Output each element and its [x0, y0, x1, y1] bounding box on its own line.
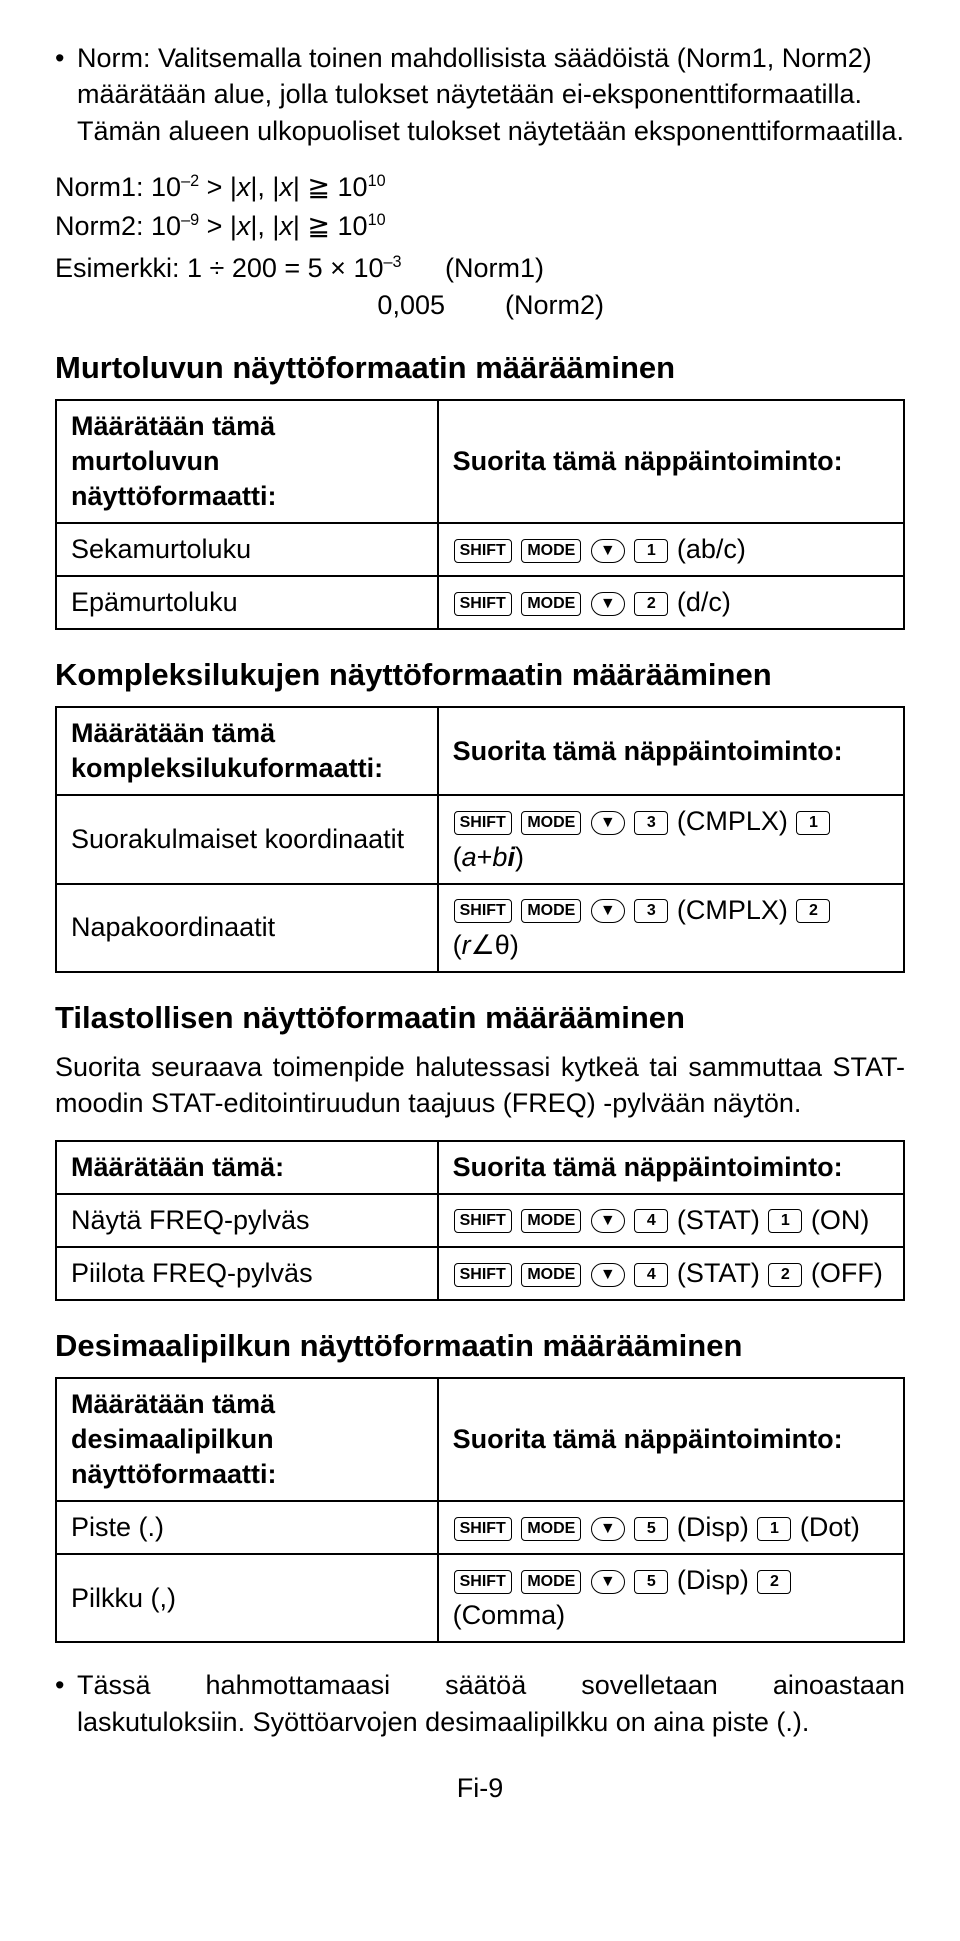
table-head-right: Suorita tämä näppäintoiminto: [438, 1378, 904, 1501]
mode-key-icon: MODE [521, 1209, 581, 1233]
page-number: Fi-9 [55, 1770, 905, 1806]
num-key-icon: 2 [796, 899, 830, 923]
table-head-left: Määrätään tämä kompleksilukuformaatti: [56, 707, 438, 795]
table-head-right: Suorita tämä näppäintoiminto: [438, 1141, 904, 1194]
shift-key-icon: SHIFT [454, 1570, 512, 1594]
down-key-icon: ▼ [591, 1263, 625, 1287]
table-head-right: Suorita tämä näppäintoiminto: [438, 400, 904, 523]
table-row: SHIFT MODE ▼ 3 (CMPLX) 1 (a+bi) [438, 795, 904, 883]
section1-title: Murtoluvun näyttöformaatin määrääminen [55, 347, 905, 389]
bullet-dot: • [55, 40, 77, 149]
num-key-icon: 2 [634, 592, 668, 616]
bullet-list: • Norm: Valitsemalla toinen mahdollisist… [55, 40, 905, 149]
num-key-icon: 1 [634, 539, 668, 563]
mode-key-icon: MODE [521, 1570, 581, 1594]
shift-key-icon: SHIFT [454, 592, 512, 616]
shift-key-icon: SHIFT [454, 539, 512, 563]
down-key-icon: ▼ [591, 1570, 625, 1594]
table-row: Pilkku (,) [56, 1554, 438, 1642]
num-key-icon: 2 [757, 1570, 791, 1594]
table-head-right: Suorita tämä näppäintoiminto: [438, 707, 904, 795]
norm1-line: Norm1: 10–2 > |x|, |x| ≧ 1010 [55, 169, 905, 205]
num-key-icon: 4 [634, 1209, 668, 1233]
mode-key-icon: MODE [521, 1263, 581, 1287]
mode-key-icon: MODE [521, 539, 581, 563]
table-complex: Määrätään tämä kompleksilukuformaatti: S… [55, 706, 905, 973]
section4-title: Desimaalipilkun näyttöformaatin määräämi… [55, 1325, 905, 1367]
num-key-icon: 3 [634, 899, 668, 923]
shift-key-icon: SHIFT [454, 1263, 512, 1287]
num-key-icon: 1 [768, 1209, 802, 1233]
table-row: SHIFT MODE ▼ 5 (Disp) 2 (Comma) [438, 1554, 904, 1642]
num-key-icon: 5 [634, 1517, 668, 1541]
bullet-dot: • [55, 1667, 77, 1740]
num-key-icon: 1 [796, 811, 830, 835]
norm2-line: Norm2: 10–9 > |x|, |x| ≧ 1010 [55, 208, 905, 244]
down-key-icon: ▼ [591, 899, 625, 923]
num-key-icon: 5 [634, 1570, 668, 1594]
table-head-left: Määrätään tämä: [56, 1141, 438, 1194]
down-key-icon: ▼ [591, 1517, 625, 1541]
mode-key-icon: MODE [521, 811, 581, 835]
table-row: SHIFT MODE ▼ 2 (d/c) [438, 576, 904, 629]
table-row: Piste (.) [56, 1501, 438, 1554]
shift-key-icon: SHIFT [454, 811, 512, 835]
table-head-left: Määrätään tämä desimaalipilkun näyttöfor… [56, 1378, 438, 1501]
num-key-icon: 3 [634, 811, 668, 835]
table-row: Napakoordinaatit [56, 884, 438, 972]
shift-key-icon: SHIFT [454, 1209, 512, 1233]
shift-key-icon: SHIFT [454, 1517, 512, 1541]
down-key-icon: ▼ [591, 539, 625, 563]
mode-key-icon: MODE [521, 592, 581, 616]
table-row: SHIFT MODE ▼ 3 (CMPLX) 2 (r∠θ) [438, 884, 904, 972]
section2-title: Kompleksilukujen näyttöformaatin määrääm… [55, 654, 905, 696]
table-row: Sekamurtoluku [56, 523, 438, 576]
table-row: Näytä FREQ-pylväs [56, 1194, 438, 1247]
table-head-left: Määrätään tämä murtoluvun näyttöformaatt… [56, 400, 438, 523]
table-row: SHIFT MODE ▼ 4 (STAT) 2 (OFF) [438, 1247, 904, 1300]
table-row: Suorakulmaiset koordinaatit [56, 795, 438, 883]
table-stat: Määrätään tämä: Suorita tämä näppäintoim… [55, 1140, 905, 1301]
table-row: SHIFT MODE ▼ 5 (Disp) 1 (Dot) [438, 1501, 904, 1554]
section3-title: Tilastollisen näyttöformaatin määräämine… [55, 997, 905, 1039]
norm-bullet-text: Norm: Valitsemalla toinen mahdollisista … [77, 40, 905, 149]
num-key-icon: 4 [634, 1263, 668, 1287]
table-row: SHIFT MODE ▼ 1 (ab/c) [438, 523, 904, 576]
num-key-icon: 1 [757, 1517, 791, 1541]
table-row: SHIFT MODE ▼ 4 (STAT) 1 (ON) [438, 1194, 904, 1247]
footnote: • Tässä hahmottamaasi säätöä sovelletaan… [55, 1667, 905, 1740]
down-key-icon: ▼ [591, 592, 625, 616]
mode-key-icon: MODE [521, 1517, 581, 1541]
down-key-icon: ▼ [591, 811, 625, 835]
example-block: Esimerkki: 1 ÷ 200 = 5 × 10–3 (Norm1) 0,… [55, 250, 905, 323]
table-row: Epämurtoluku [56, 576, 438, 629]
num-key-icon: 2 [768, 1263, 802, 1287]
table-row: Piilota FREQ-pylväs [56, 1247, 438, 1300]
table-fraction: Määrätään tämä murtoluvun näyttöformaatt… [55, 399, 905, 630]
shift-key-icon: SHIFT [454, 899, 512, 923]
section3-para: Suorita seuraava toimenpide halutessasi … [55, 1049, 905, 1122]
table-decimal: Määrätään tämä desimaalipilkun näyttöfor… [55, 1377, 905, 1644]
down-key-icon: ▼ [591, 1209, 625, 1233]
mode-key-icon: MODE [521, 899, 581, 923]
